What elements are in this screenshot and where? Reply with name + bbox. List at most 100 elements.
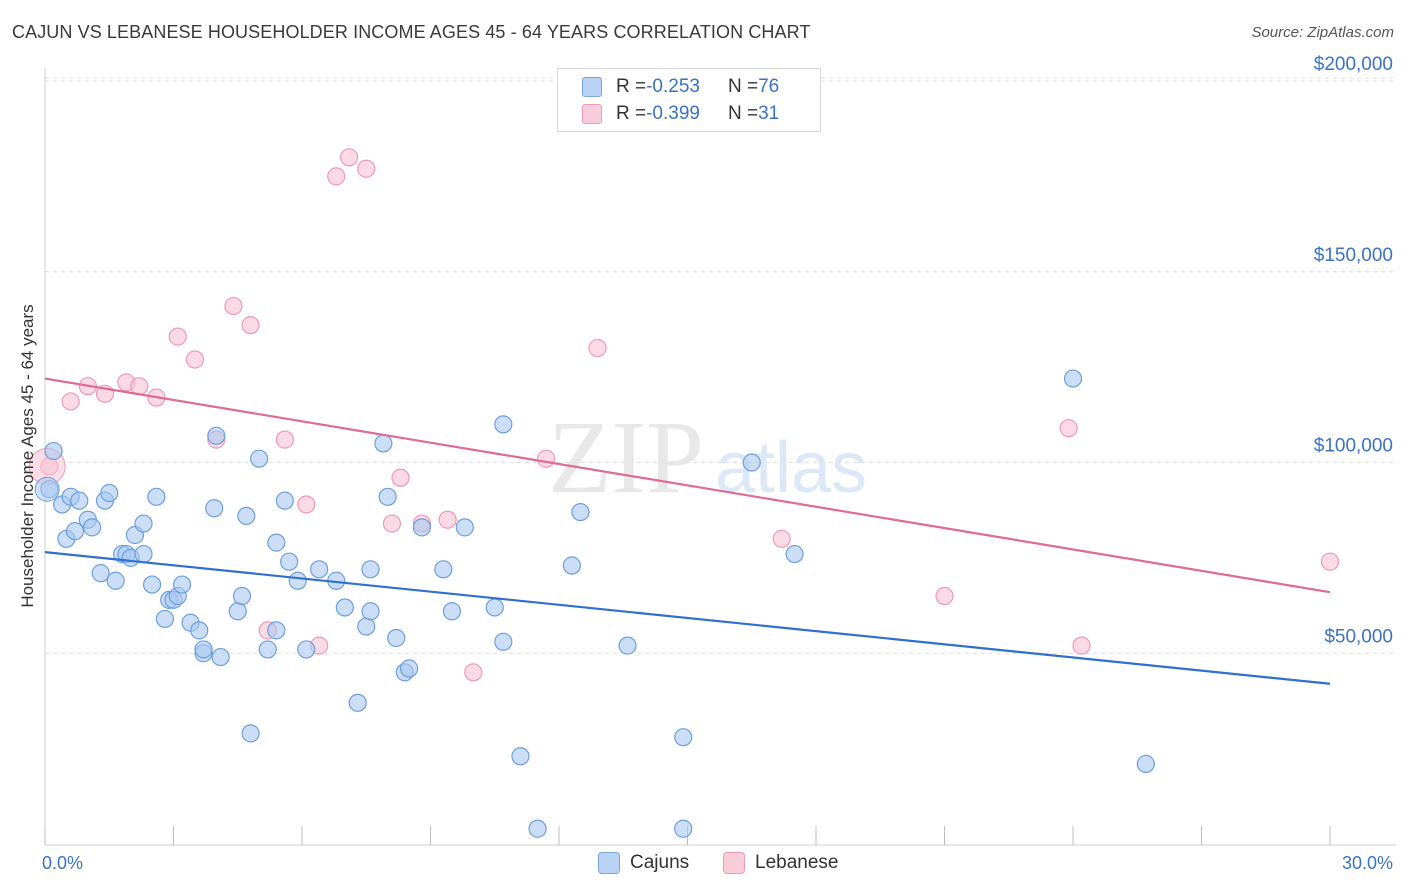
cajun-point	[785, 544, 804, 564]
legend-row-cajuns: R = -0.253 N = 76	[582, 74, 779, 100]
cajun-point	[378, 487, 397, 506]
y-tick-label: $150,000	[1314, 245, 1393, 266]
cajun-point	[742, 453, 761, 472]
cajun-point	[562, 556, 581, 575]
n-value: 31	[758, 103, 780, 124]
lebanese-swatch	[723, 852, 745, 874]
cajun-point	[280, 552, 299, 571]
axis-labels: $50,000 $100,000 $150,000 $200,000 0.0% 30.0%	[42, 54, 1393, 873]
watermark-atlas: atlas	[715, 428, 867, 508]
cajun-point	[100, 483, 119, 503]
legend-label-cajuns: Cajuns	[630, 852, 690, 873]
lebanese-point	[1320, 552, 1340, 571]
lebanese-point	[185, 350, 205, 369]
trend-line-cajuns	[44, 551, 1331, 685]
cajun-point	[485, 598, 504, 617]
cajun-point	[194, 640, 213, 659]
cajun-point	[232, 586, 252, 606]
cajun-point	[528, 819, 547, 838]
n-label: N =	[727, 76, 759, 97]
grid-lines	[45, 77, 1396, 654]
lebanese-point	[1059, 419, 1078, 438]
cajun-point	[361, 560, 380, 579]
watermark-zip: ZIP	[548, 400, 704, 515]
lebanese-point	[168, 327, 187, 346]
legend-item-cajuns[interactable]: Cajuns	[598, 852, 689, 874]
y-axis-title: Householder Income Ages 45 - 64 years	[18, 304, 37, 607]
lebanese-point	[357, 159, 376, 178]
cajun-point	[335, 598, 354, 617]
cajuns-swatch	[598, 852, 620, 874]
lebanese-point	[391, 468, 410, 487]
cajun-point	[205, 499, 224, 518]
cajun-point	[134, 544, 153, 564]
y-tick-label: $50,000	[1324, 626, 1393, 647]
r-value: -0.399	[646, 103, 700, 124]
cajun-point	[361, 602, 380, 621]
cajun-point	[44, 441, 63, 461]
cajun-point	[70, 491, 89, 510]
cajun-point	[190, 621, 209, 640]
legend-item-lebanese[interactable]: Lebanese	[723, 852, 838, 874]
cajun-point	[106, 571, 125, 590]
y-tick-label: $200,000	[1314, 54, 1393, 75]
cajun-point	[228, 602, 247, 621]
n-value: 76	[758, 76, 780, 97]
cajun-point	[267, 621, 286, 640]
r-value: -0.253	[646, 76, 700, 97]
x-tick-label: 30.0%	[1342, 853, 1393, 873]
cajun-point	[172, 575, 192, 594]
cajun-point	[297, 640, 316, 659]
legend-label-lebanese: Lebanese	[755, 852, 839, 873]
cajun-point	[348, 693, 367, 712]
cajun-point	[241, 724, 260, 743]
y-tick-label: $100,000	[1314, 436, 1393, 457]
x-tick-label: 0.0%	[42, 853, 83, 873]
cajun-point	[387, 628, 406, 648]
cajun-point	[267, 533, 286, 552]
cajun-point	[1063, 369, 1083, 388]
cajun-point	[511, 747, 530, 766]
lebanese-point	[275, 430, 294, 449]
lebanese-point	[241, 316, 260, 335]
cajun-point-large	[34, 476, 60, 502]
cajun-point	[275, 491, 294, 510]
cajun-point	[91, 564, 110, 583]
cajun-point	[65, 522, 85, 541]
lebanese-swatch	[582, 104, 602, 124]
cajun-point	[434, 560, 453, 579]
cajun-point	[211, 647, 230, 667]
cajun-point	[374, 434, 393, 453]
cajun-point	[1136, 754, 1155, 773]
cajun-point	[310, 560, 329, 579]
trend-lines	[44, 377, 1331, 685]
cajun-point	[455, 518, 474, 537]
legend-row-lebanese: R = -0.399 N = 31	[582, 101, 779, 127]
cajun-point	[571, 502, 590, 522]
lebanese-point	[537, 449, 556, 468]
cajun-point	[399, 659, 419, 678]
cajun-point	[357, 617, 376, 636]
watermark: ZIP atlas	[548, 400, 867, 515]
cajun-point	[412, 518, 432, 537]
trend-line-lebanese	[44, 377, 1331, 594]
cajun-point	[134, 514, 153, 533]
cajun-point	[142, 575, 162, 594]
cajun-point	[674, 728, 693, 747]
cajun-point	[207, 426, 226, 445]
cajun-point	[147, 487, 166, 506]
cajuns-swatch	[582, 77, 602, 97]
cajun-point	[250, 449, 269, 468]
source-label: Source: ZipAtlas.com	[1251, 24, 1394, 41]
cajun-point	[237, 506, 256, 526]
chart-title: CAJUN VS LEBANESE HOUSEHOLDER INCOME AGE…	[12, 22, 811, 42]
cajun-point	[494, 632, 513, 651]
series-cajun-points	[34, 369, 1155, 838]
cajun-point	[258, 640, 277, 659]
series-legend: Cajuns Lebanese	[0, 850, 1406, 878]
lebanese-point	[340, 148, 359, 167]
cajun-point	[494, 415, 513, 434]
lebanese-point	[61, 392, 80, 411]
cajun-point	[442, 602, 462, 621]
correlation-legend: R = -0.253 N = 76 R = -0.399 N = 31	[557, 68, 821, 132]
